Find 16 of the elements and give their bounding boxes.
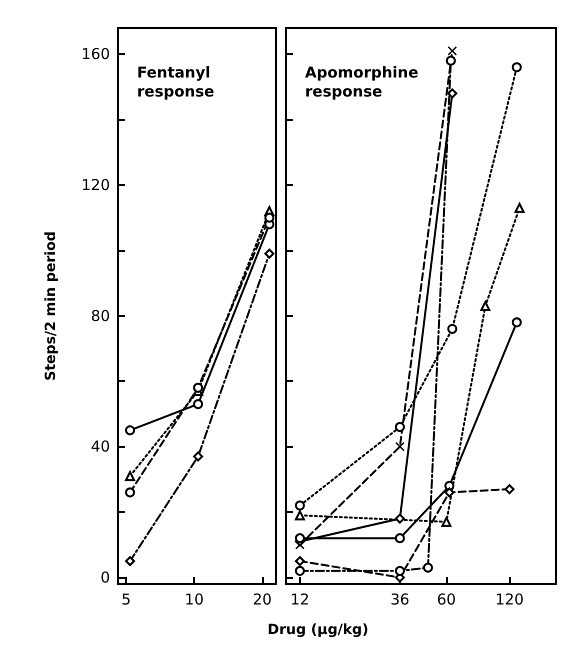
text: Apomorphine response: [305, 64, 418, 100]
x-tick-label: 20: [252, 590, 272, 608]
y-tick-label: 80: [90, 306, 110, 325]
y-tick-label: 40: [90, 438, 110, 456]
y-tick-label: 120: [81, 176, 110, 194]
y-tick-label: 160: [81, 45, 110, 64]
y-axis-title: Steps/2 min period: [43, 231, 59, 381]
x-tick-label: 60: [436, 590, 456, 608]
y-tick-label: 0: [100, 568, 110, 586]
x-tick-label: 36: [390, 590, 410, 608]
x-axis-title: Drug (μg/kg): [266, 622, 370, 638]
x-tick-label: 12: [290, 590, 310, 608]
x-tick-label: 5: [121, 590, 131, 608]
text: Fentanyl response: [137, 64, 214, 100]
x-tick-label: 120: [495, 590, 524, 608]
x-tick-label: 10: [184, 590, 204, 608]
